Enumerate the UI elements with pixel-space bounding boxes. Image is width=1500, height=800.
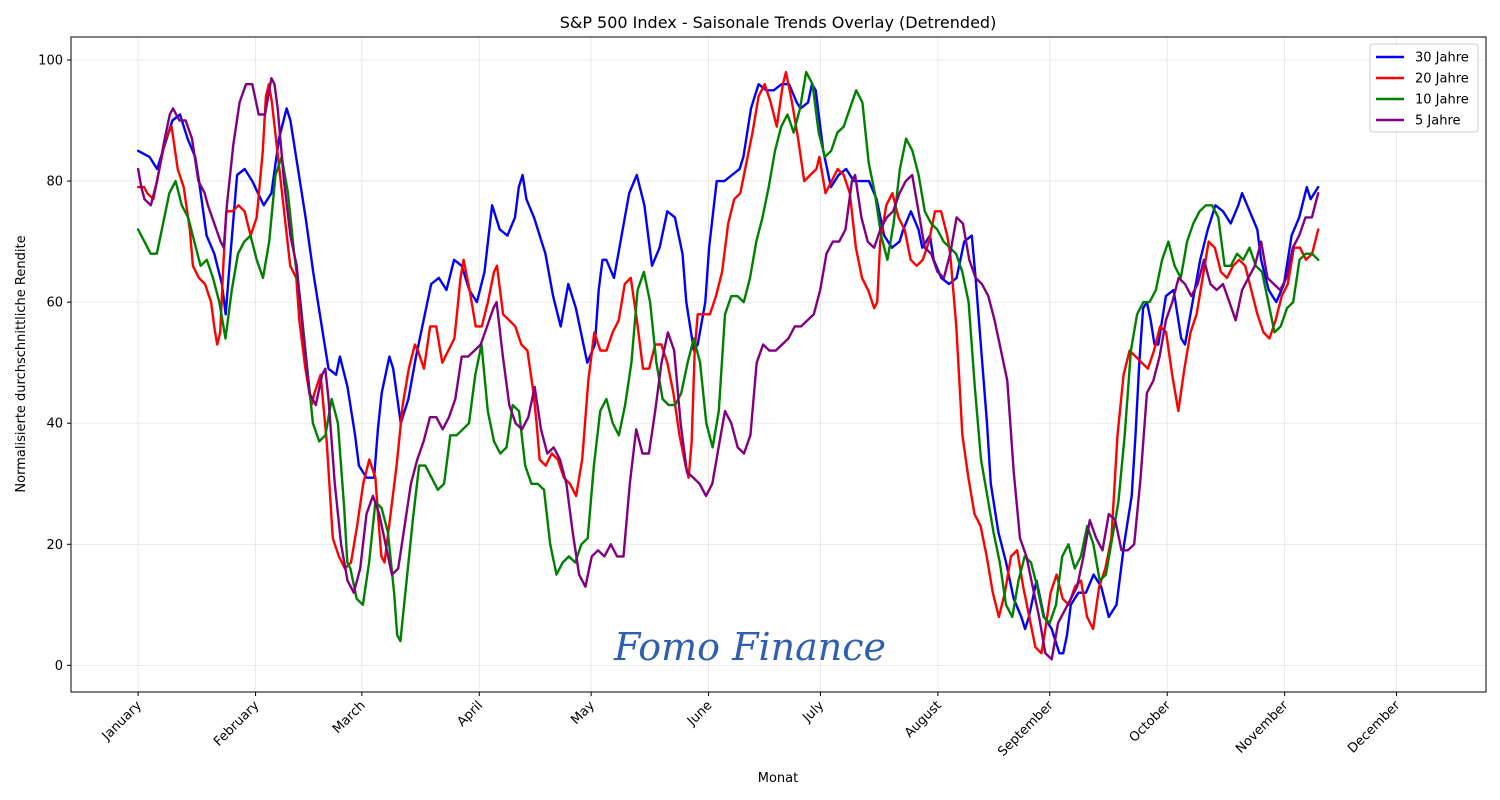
- y-tick-label: 20: [46, 538, 63, 553]
- x-tick-label: October: [1127, 698, 1175, 746]
- series-line-4: [136, 77, 1320, 661]
- x-tick-label: June: [684, 698, 715, 729]
- x-tick-label: December: [1345, 698, 1404, 757]
- x-axis: January February March April May June July Augu…: [99, 692, 1404, 760]
- x-tick-label: July: [799, 698, 827, 726]
- legend-label: 10 Jahre: [1415, 93, 1469, 108]
- legend-label: 30 Jahre: [1415, 51, 1469, 66]
- grid: [71, 37, 1486, 692]
- x-tick-label: April: [454, 698, 486, 730]
- y-axis-title: Normalisierte durchschnittliche Rendite: [14, 235, 29, 492]
- y-tick-label: 40: [46, 417, 63, 432]
- y-tick-label: 0: [55, 659, 63, 674]
- series-line-2: [136, 70, 1320, 655]
- x-tick-label: March: [330, 698, 369, 737]
- y-tick-label: 60: [46, 296, 63, 311]
- x-tick-label: November: [1233, 698, 1292, 757]
- x-tick-label: September: [995, 698, 1057, 760]
- legend-label: 20 Jahre: [1415, 72, 1469, 87]
- y-axis: 0 20 40 60 80 100: [38, 54, 71, 674]
- plot-area: [70, 36, 1487, 693]
- x-tick-label: January: [99, 698, 145, 744]
- x-tick-label: February: [211, 698, 263, 750]
- legend-box: [1369, 43, 1479, 133]
- y-tick-label: 100: [38, 54, 63, 69]
- chart-title: S&P 500 Index - Saisonale Trends Overlay…: [560, 13, 997, 32]
- watermark-logo: Fomo Finance: [613, 625, 886, 669]
- x-axis-title: Monat: [758, 771, 798, 786]
- x-tick-label: August: [902, 698, 945, 741]
- series-lines: [136, 70, 1320, 661]
- series-line-1: [136, 83, 1320, 655]
- series-line-3: [136, 70, 1320, 643]
- legend: 30 Jahre 20 Jahre 10 Jahre 5 Jahre: [1369, 43, 1479, 133]
- y-tick-label: 80: [46, 175, 63, 190]
- legend-label: 5 Jahre: [1415, 114, 1461, 129]
- x-tick-label: May: [568, 698, 598, 728]
